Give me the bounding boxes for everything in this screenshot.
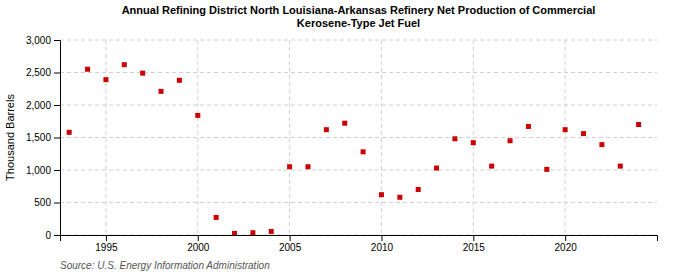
y-tick-label: 3,000: [26, 35, 51, 46]
point: [67, 130, 72, 135]
x-tick-mark: [473, 235, 474, 241]
x-tick-label: 2020: [555, 242, 578, 253]
y-grid-line: [60, 105, 657, 106]
y-grid-line: [60, 72, 657, 73]
y-axis-label: Thousand Barrels: [4, 94, 16, 181]
point: [471, 140, 476, 145]
x-tick: 2005: [279, 235, 302, 253]
point: [324, 127, 329, 132]
point: [195, 113, 200, 118]
x-tick: 2020: [555, 235, 578, 253]
point: [287, 164, 292, 169]
y-tick-mark: [54, 73, 60, 74]
plot-area: 1995 2000 2005 2010 2015 2020 0 500 1,000 1,500 2,…: [26, 35, 658, 253]
x-axis-line: [61, 236, 658, 242]
point: [489, 164, 494, 169]
point: [103, 77, 108, 82]
point: [544, 167, 549, 172]
x-grid-line: [473, 40, 474, 235]
y-tick-mark: [54, 40, 60, 41]
point: [85, 67, 90, 72]
points: [67, 62, 641, 235]
point: [563, 127, 568, 132]
y-tick-label: 2,000: [26, 100, 51, 111]
x-grid-line: [105, 40, 106, 235]
y-grid-line: [60, 170, 657, 171]
point: [122, 62, 127, 67]
x-tick-label: 1995: [95, 242, 118, 253]
x-grid-line: [289, 40, 290, 235]
y-tick-mark: [54, 235, 60, 236]
y-tick-mark: [54, 170, 60, 171]
y-axis: 0 500 1,000 1,500 2,000 2,500 3,000: [26, 35, 61, 241]
y-tick-mark: [54, 105, 60, 106]
x-tick-label: 2005: [279, 242, 302, 253]
y-grid-line: [60, 137, 657, 138]
grid: [60, 40, 657, 235]
y-tick: 0: [45, 230, 60, 241]
x-grid-line: [381, 40, 382, 235]
point: [508, 138, 513, 143]
x-tick-mark: [106, 235, 107, 241]
x-tick-mark: [565, 235, 566, 241]
point: [618, 164, 623, 169]
point: [232, 231, 237, 235]
x-tick-mark: [198, 235, 199, 241]
point: [379, 192, 384, 197]
point: [250, 230, 255, 235]
y-axis-line: [54, 41, 61, 236]
y-tick: 2,000: [26, 100, 60, 111]
y-tick: 1,000: [26, 165, 60, 176]
source-note: Source: U.S. Energy Information Administ…: [60, 260, 270, 271]
point: [159, 89, 164, 94]
y-tick: 1,500: [26, 132, 60, 143]
y-tick: 2,500: [26, 67, 60, 78]
point: [526, 124, 531, 129]
x-tick: 1995: [95, 235, 118, 253]
point: [140, 71, 145, 76]
point: [434, 166, 439, 171]
point: [416, 187, 421, 192]
x-tick: 2015: [463, 235, 486, 253]
point: [581, 131, 586, 136]
x-tick-mark: [381, 235, 382, 241]
point: [397, 195, 402, 200]
title: Annual Refining District North Louisiana…: [122, 4, 596, 29]
y-tick: 500: [34, 197, 60, 208]
point: [177, 78, 182, 83]
x-tick-mark: [290, 235, 291, 241]
y-tick-label: 1,500: [26, 132, 51, 143]
y-tick-label: 500: [34, 197, 51, 208]
point: [599, 142, 604, 147]
x-tick: 2000: [187, 235, 210, 253]
x-axis: 1995 2000 2005 2010 2015 2020: [61, 235, 658, 253]
x-tick-label: 2000: [187, 242, 210, 253]
y-tick-mark: [54, 203, 60, 204]
x-tick-label: 2010: [371, 242, 394, 253]
x-grid-line: [565, 40, 566, 235]
point: [269, 229, 274, 234]
chart: 1995 2000 2005 2010 2015 2020 0 500 1,000 1,500 2,…: [0, 0, 675, 275]
y-grid-line: [60, 202, 657, 203]
point: [452, 136, 457, 141]
point: [305, 164, 310, 169]
point: [342, 121, 347, 126]
y-tick-label: 0: [45, 230, 51, 241]
y-tick: 3,000: [26, 35, 60, 46]
point: [636, 122, 641, 127]
y-grid-line: [60, 40, 657, 41]
y-tick-label: 2,500: [26, 67, 51, 78]
point: [214, 215, 219, 220]
y-tick-label: 1,000: [26, 165, 51, 176]
x-grid-line: [197, 40, 198, 235]
y-tick-mark: [54, 138, 60, 139]
x-tick-label: 2015: [463, 242, 486, 253]
point: [361, 149, 366, 154]
x-tick: 2010: [371, 235, 394, 253]
